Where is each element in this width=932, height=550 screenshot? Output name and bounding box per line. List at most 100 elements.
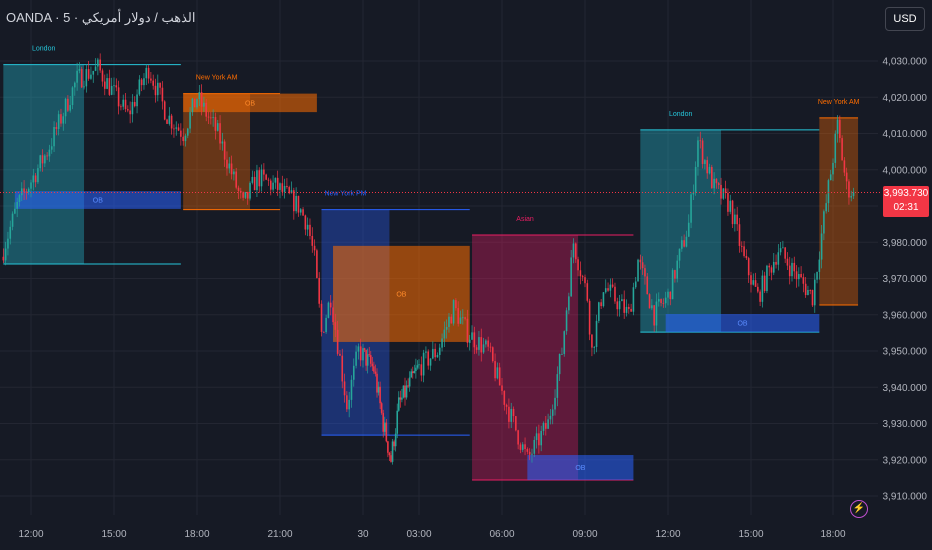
symbol-title[interactable]: OANDA · 5 · الذهب / دولار أمريكي (6, 10, 196, 25)
candle-body (90, 74, 92, 79)
candle-body (614, 286, 616, 302)
candle-body (274, 177, 277, 183)
candle-body (687, 222, 690, 237)
time-axis[interactable]: 12:00 15:00 18:00 21:00 30 03:00 06:00 09:00 12:… (18, 529, 845, 540)
candle-body (618, 301, 621, 310)
candle-body (676, 260, 679, 279)
last-price-value: 3,993.730 (883, 188, 929, 199)
candle-body (323, 331, 325, 333)
price-tick-label: 3,950.000 (883, 347, 928, 358)
candle-body (20, 188, 23, 196)
candle-body (561, 353, 563, 355)
session-label: Asian (516, 216, 534, 223)
candle-body (574, 243, 577, 260)
candle-body (570, 257, 572, 297)
candle-body (256, 170, 258, 191)
candle-body (628, 306, 630, 309)
candle-body (71, 87, 74, 106)
candle-body (363, 348, 366, 350)
candle-body (387, 441, 389, 453)
candle-body (196, 99, 198, 108)
candle-body (763, 275, 766, 292)
candle-body (242, 192, 244, 198)
candle-body (595, 320, 598, 347)
candle-body (683, 240, 685, 247)
candle-body (832, 162, 834, 175)
candle-body (745, 255, 748, 259)
candle-body (161, 87, 164, 102)
candle-body (216, 123, 219, 131)
candle-body (205, 102, 208, 117)
candle-body (586, 283, 589, 301)
candle-body (136, 94, 138, 107)
candle-body (754, 280, 757, 287)
candle-body (281, 183, 284, 192)
candle-body (402, 385, 405, 398)
candle-body (355, 351, 357, 366)
candle-body (138, 79, 141, 95)
price-axis[interactable]: 3,910.000 3,920.000 3,930.000 3,940.000 3,95… (883, 57, 928, 503)
candle-body (203, 102, 205, 107)
candle-body (558, 354, 561, 375)
time-tick-label: 18:00 (820, 529, 845, 540)
candle-body (258, 170, 261, 187)
candle-body (159, 82, 161, 88)
candle-body (97, 59, 99, 67)
candle-body (64, 98, 67, 117)
candle-body (611, 284, 614, 287)
candle-body (80, 69, 83, 88)
lightning-icon[interactable]: ⚡ (850, 500, 868, 518)
candle-body (57, 114, 60, 129)
candle-body (834, 133, 837, 163)
candle-body (226, 159, 228, 169)
candle-body (92, 70, 95, 75)
candle-body (459, 317, 462, 324)
candle-body (210, 117, 212, 119)
candle-body (418, 364, 420, 366)
candle-body (397, 397, 400, 411)
candle-body (775, 261, 777, 265)
candle-body (175, 127, 178, 129)
candle-body (452, 300, 455, 324)
candle-body (27, 188, 30, 193)
candle-body (609, 284, 612, 291)
candle-body (267, 179, 270, 181)
candle-body (646, 276, 649, 295)
candle-body (494, 361, 496, 379)
candle-body (584, 277, 586, 284)
candle-body (170, 115, 173, 129)
candle-body (524, 444, 526, 450)
candle-body (591, 334, 593, 348)
candle-body (408, 377, 411, 387)
candle-body (429, 358, 432, 366)
candle-body (593, 346, 596, 348)
candle-body (352, 365, 355, 380)
candle-body (99, 59, 101, 71)
session-label: New York AM (196, 75, 238, 82)
candle-body (244, 192, 247, 198)
currency-button[interactable]: USD (885, 7, 925, 31)
candle-body (772, 261, 775, 273)
candle-body (318, 277, 320, 304)
candle-body (108, 78, 111, 95)
candle-body (816, 271, 818, 280)
bar-countdown: 02:31 (893, 202, 919, 213)
candle-body (448, 316, 450, 327)
time-tick-label: 03:00 (406, 529, 431, 540)
candle-body (823, 211, 825, 234)
order-block-label: OB (93, 198, 103, 205)
candle-body (235, 171, 237, 188)
candle-body (265, 174, 267, 180)
order-block (527, 455, 634, 481)
candle-body (94, 66, 97, 71)
candle-body (841, 138, 843, 161)
candle-body (425, 351, 427, 353)
candle-body (813, 279, 816, 306)
candle-body (37, 168, 39, 183)
candle-body (240, 190, 242, 193)
last-price-tag: 3,993.730 02:31 (883, 186, 929, 217)
candle-body (699, 140, 702, 142)
price-tick-label: 4,020.000 (883, 93, 928, 104)
candle-body (336, 329, 339, 354)
